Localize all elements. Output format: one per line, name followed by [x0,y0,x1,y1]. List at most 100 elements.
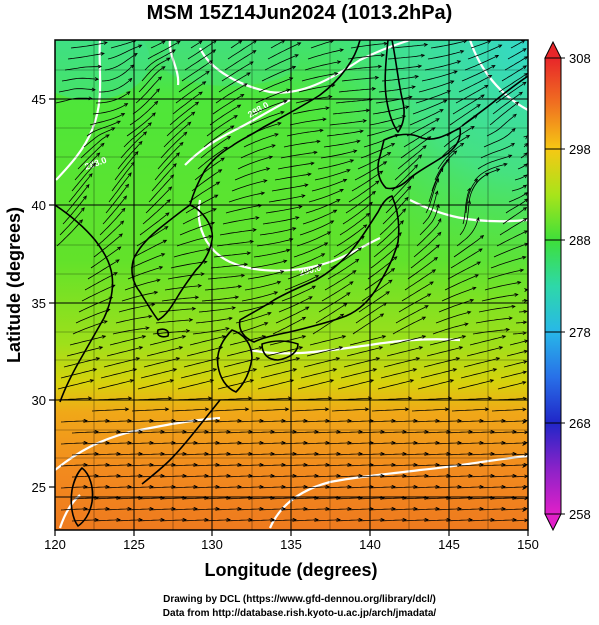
streamline-arrowhead [191,111,196,116]
x-tick-label: 145 [438,537,460,552]
streamline-arrowhead [435,178,440,183]
streamline [225,453,253,456]
streamline [385,186,412,214]
streamline [272,316,306,335]
streamline [269,335,306,346]
streamline [379,519,407,522]
streamline-arrowhead [120,113,126,117]
streamline-arrowhead [96,152,101,157]
streamline-arrowhead [286,248,291,253]
streamline [207,274,245,280]
streamline [379,497,407,500]
streamline-arrowhead [375,180,380,185]
streamline [517,163,528,170]
streamline [465,179,478,214]
streamline-arrowhead [292,227,297,231]
streamline-arrowhead [379,313,385,318]
streamline [394,154,422,181]
streamline [511,431,528,434]
streamline [412,99,447,115]
streamline [133,239,167,258]
streamline-arrowhead [421,316,427,321]
streamline [366,125,402,137]
streamline-arrowhead [123,103,129,107]
streamline-arrowhead [491,65,496,69]
streamline [464,55,499,71]
streamline-arrowhead [128,77,133,82]
streamline-arrowhead [313,150,318,155]
streamline [472,329,510,335]
streamline [380,368,417,379]
streamline [247,497,275,500]
streamline-arrowhead [252,368,258,372]
streamline-arrowhead [301,316,307,321]
streamline [335,431,363,434]
streamline-arrowhead [359,129,364,134]
streamline-arrowhead [231,306,236,310]
streamline [60,368,97,379]
streamline [140,368,177,379]
streamline-arrowhead [243,83,248,87]
streamline [93,431,121,434]
streamline-arrowhead [252,228,257,232]
streamline-arrowhead [148,314,153,319]
streamline-arrowhead [423,43,429,47]
streamline [327,258,359,280]
streamline-arrowhead [164,407,170,412]
streamline [263,357,300,368]
kyushu-coast [216,329,253,393]
streamline-arrowhead [378,346,384,350]
streamline [173,248,210,258]
streamline [346,442,374,445]
streamline-arrowhead [523,174,528,179]
streamline-arrowhead [320,253,326,257]
streamline-arrowhead [207,396,213,401]
streamline [137,379,174,390]
streamline-arrowhead [407,185,412,190]
streamline-arrowhead [166,57,171,62]
streamline-arrowhead [341,335,347,339]
streamline [400,136,431,159]
streamline-arrowhead [218,169,223,174]
streamline [339,213,370,236]
streamline-arrowhead [371,190,377,195]
streamline-arrowhead [121,207,126,212]
streamline [126,464,154,467]
streamline-arrowhead [443,99,448,104]
streamline [278,296,313,313]
streamline-arrowhead [522,381,527,385]
streamline-arrowhead [437,217,442,223]
streamline-arrowhead [386,152,392,156]
streamline [64,66,102,71]
x-tick-label: 130 [201,537,223,552]
streamline [390,486,418,489]
streamline [109,335,146,346]
streamline [507,48,527,60]
streamline [313,475,341,478]
streamline [419,204,439,236]
streamline [467,44,502,60]
streamline-arrowhead [154,100,159,105]
streamline [308,189,344,203]
streamline [104,464,132,467]
streamline [397,145,427,170]
streamline [401,453,429,456]
streamline-arrowhead [155,88,160,93]
kuril-islands [461,75,528,127]
streamline-arrowhead [467,199,471,205]
streamline [324,442,352,445]
streamline-arrowhead [388,279,393,284]
streamline [371,408,409,412]
streamline [287,264,322,280]
streamline [290,253,325,269]
streamline [335,519,363,522]
streamline-arrowhead [221,335,227,339]
streamline [401,475,429,478]
streamline [425,178,439,214]
streamline [123,122,152,148]
streamline-arrowhead [255,357,261,361]
streamline-arrowhead [510,142,515,147]
colorbar-label: 288 [569,233,591,248]
streamline [383,357,420,368]
streamline-arrowhead [437,231,442,236]
